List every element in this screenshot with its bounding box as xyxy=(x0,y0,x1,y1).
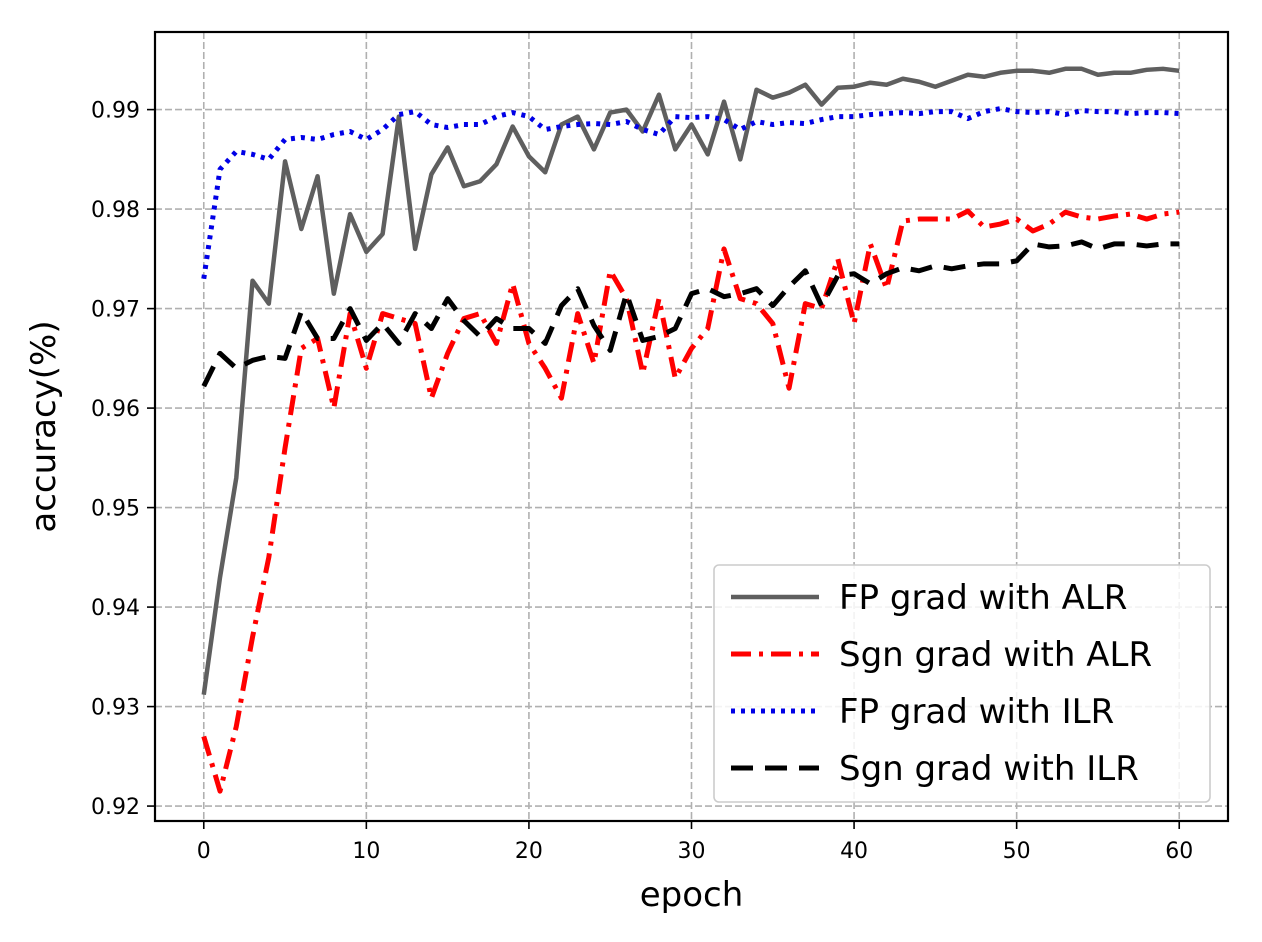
axis-ticks: 0 10 20 30 40 50 60 0.92 0.93 0.94 0.95 0.96 0.97 0.9… xyxy=(91,99,1193,864)
legend-box xyxy=(713,564,1211,803)
y-axis-title: accuracy(%) xyxy=(24,320,64,532)
y-tick-label: 0.93 xyxy=(91,696,140,721)
legend-label-1: Sgn grad with ALR xyxy=(839,635,1152,675)
y-tick-label: 0.92 xyxy=(91,795,140,820)
y-tick-label: 0.95 xyxy=(91,497,140,522)
x-tick-label: 60 xyxy=(1165,839,1193,864)
y-tick-label: 0.96 xyxy=(91,397,140,422)
series-line-3 xyxy=(201,239,1180,388)
series-line-1 xyxy=(201,208,1180,794)
x-tick-label: 30 xyxy=(678,839,706,864)
y-tick-label: 0.97 xyxy=(91,298,140,323)
x-axis-title: epoch xyxy=(640,875,744,915)
x-tick-label: 50 xyxy=(1003,839,1031,864)
legend-label-2: FP grad with ILR xyxy=(839,692,1114,732)
series-line-0 xyxy=(201,66,1180,695)
y-tick-label: 0.99 xyxy=(91,99,140,124)
x-tick-label: 40 xyxy=(840,839,868,864)
legend-label-3: Sgn grad with ILR xyxy=(839,749,1139,789)
legend-label-0: FP grad with ALR xyxy=(839,578,1127,618)
series-line-2 xyxy=(201,106,1180,280)
legend: FP grad with ALR Sgn grad with ALR FP grad… xyxy=(713,564,1211,803)
data-series xyxy=(201,66,1180,794)
x-tick-label: 0 xyxy=(197,839,211,864)
y-tick-label: 0.94 xyxy=(91,596,140,621)
x-tick-label: 20 xyxy=(515,839,543,864)
y-tick-label: 0.98 xyxy=(91,198,140,223)
x-tick-label: 10 xyxy=(352,839,380,864)
